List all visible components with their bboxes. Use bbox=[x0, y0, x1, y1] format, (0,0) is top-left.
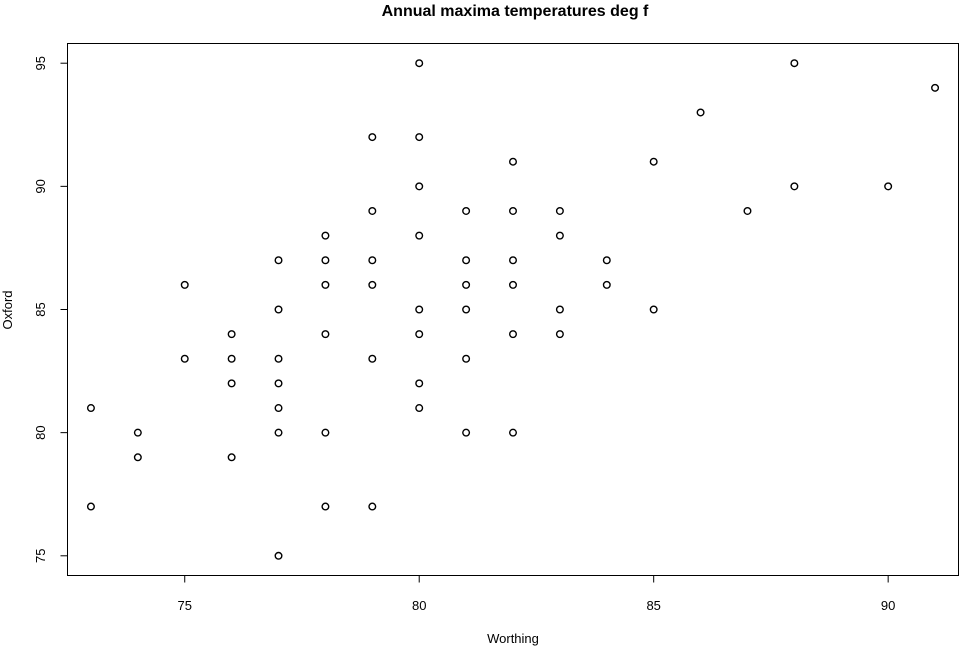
data-point bbox=[321, 428, 330, 437]
y-tick-label: 95 bbox=[33, 56, 48, 70]
data-point bbox=[509, 428, 518, 437]
data-point bbox=[274, 354, 283, 363]
data-point bbox=[931, 83, 940, 92]
data-point bbox=[133, 428, 142, 437]
data-point bbox=[321, 280, 330, 289]
data-point bbox=[227, 354, 236, 363]
data-point bbox=[555, 206, 564, 215]
x-axis-label: Worthing bbox=[487, 631, 539, 646]
data-point bbox=[274, 551, 283, 560]
data-point bbox=[368, 206, 377, 215]
y-axis: 75 80 85 90 95 bbox=[33, 56, 68, 563]
data-point bbox=[274, 404, 283, 413]
data-point bbox=[415, 231, 424, 240]
data-point bbox=[415, 133, 424, 142]
data-point bbox=[368, 502, 377, 511]
data-point bbox=[415, 330, 424, 339]
data-point bbox=[133, 453, 142, 462]
data-point bbox=[415, 404, 424, 413]
data-point bbox=[227, 330, 236, 339]
data-point bbox=[649, 305, 658, 314]
data-point bbox=[227, 379, 236, 388]
chart-title: Annual maxima temperatures deg f bbox=[382, 3, 649, 20]
data-point bbox=[274, 256, 283, 265]
x-tick-label: 75 bbox=[178, 598, 192, 613]
data-point bbox=[86, 502, 95, 511]
data-point bbox=[462, 305, 471, 314]
data-point bbox=[86, 404, 95, 413]
data-point bbox=[790, 59, 799, 68]
data-point bbox=[555, 305, 564, 314]
data-point bbox=[368, 354, 377, 363]
data-point bbox=[415, 305, 424, 314]
data-point bbox=[509, 256, 518, 265]
data-point bbox=[509, 280, 518, 289]
data-point bbox=[180, 280, 189, 289]
data-point bbox=[462, 354, 471, 363]
data-point bbox=[274, 428, 283, 437]
data-point bbox=[368, 256, 377, 265]
data-point bbox=[602, 256, 611, 265]
data-point bbox=[368, 133, 377, 142]
data-point bbox=[274, 379, 283, 388]
data-point bbox=[415, 59, 424, 68]
x-tick-label: 90 bbox=[881, 598, 895, 613]
y-tick-label: 90 bbox=[33, 179, 48, 193]
data-point bbox=[415, 182, 424, 191]
data-point bbox=[509, 157, 518, 166]
y-tick-label: 75 bbox=[33, 549, 48, 563]
y-tick-label: 85 bbox=[33, 302, 48, 316]
data-point bbox=[368, 280, 377, 289]
data-point bbox=[415, 379, 424, 388]
data-point bbox=[884, 182, 893, 191]
data-point bbox=[509, 330, 518, 339]
y-axis-label: Oxford bbox=[0, 290, 15, 329]
plot-frame bbox=[67, 43, 959, 576]
x-tick-label: 80 bbox=[412, 598, 426, 613]
data-point bbox=[321, 502, 330, 511]
x-axis: 75 80 85 90 bbox=[178, 575, 895, 613]
data-point bbox=[555, 231, 564, 240]
x-tick-label: 85 bbox=[646, 598, 660, 613]
data-point bbox=[696, 108, 705, 117]
data-point bbox=[462, 206, 471, 215]
data-point bbox=[509, 206, 518, 215]
data-point bbox=[321, 231, 330, 240]
data-points bbox=[86, 59, 940, 560]
data-point bbox=[743, 206, 752, 215]
data-point bbox=[274, 305, 283, 314]
data-point bbox=[321, 256, 330, 265]
data-point bbox=[462, 256, 471, 265]
data-point bbox=[602, 280, 611, 289]
data-point bbox=[555, 330, 564, 339]
data-point bbox=[227, 453, 236, 462]
y-tick-label: 80 bbox=[33, 425, 48, 439]
data-point bbox=[462, 280, 471, 289]
data-point bbox=[321, 330, 330, 339]
data-point bbox=[790, 182, 799, 191]
data-point bbox=[649, 157, 658, 166]
data-point bbox=[180, 354, 189, 363]
data-point bbox=[462, 428, 471, 437]
